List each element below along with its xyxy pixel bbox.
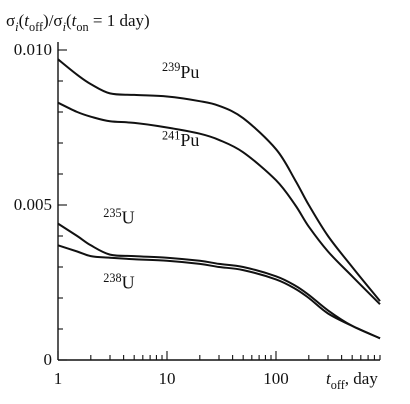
series-lines [57, 58, 381, 340]
series-line-0 [57, 58, 381, 302]
axis-ticks [57, 49, 381, 361]
x-tick-label: 100 [263, 369, 289, 388]
series-line-2 [57, 222, 381, 340]
series-line-3 [57, 244, 381, 340]
y-tick-label: 0 [44, 350, 53, 369]
series-line-1 [57, 101, 381, 305]
series-label-1: 241Pu [162, 128, 199, 150]
series-label-2: 235U [103, 206, 134, 228]
axis-tick-labels: 1 10 100 0 0.005 0.010 [14, 40, 289, 388]
series-label-3: 238U [103, 271, 134, 293]
y-tick-label: 0.005 [14, 195, 52, 214]
x-axis-label: toff, day [326, 369, 378, 392]
series-label-0: 239Pu [162, 60, 199, 82]
x-tick-label: 1 [54, 369, 63, 388]
x-tick-label: 10 [158, 369, 175, 388]
series-labels: 239Pu 241Pu 235U 238U [103, 60, 199, 293]
y-tick-label: 0.010 [14, 40, 52, 59]
y-axis-label: σi(toff)/σi(ton = 1 day) [6, 11, 150, 34]
